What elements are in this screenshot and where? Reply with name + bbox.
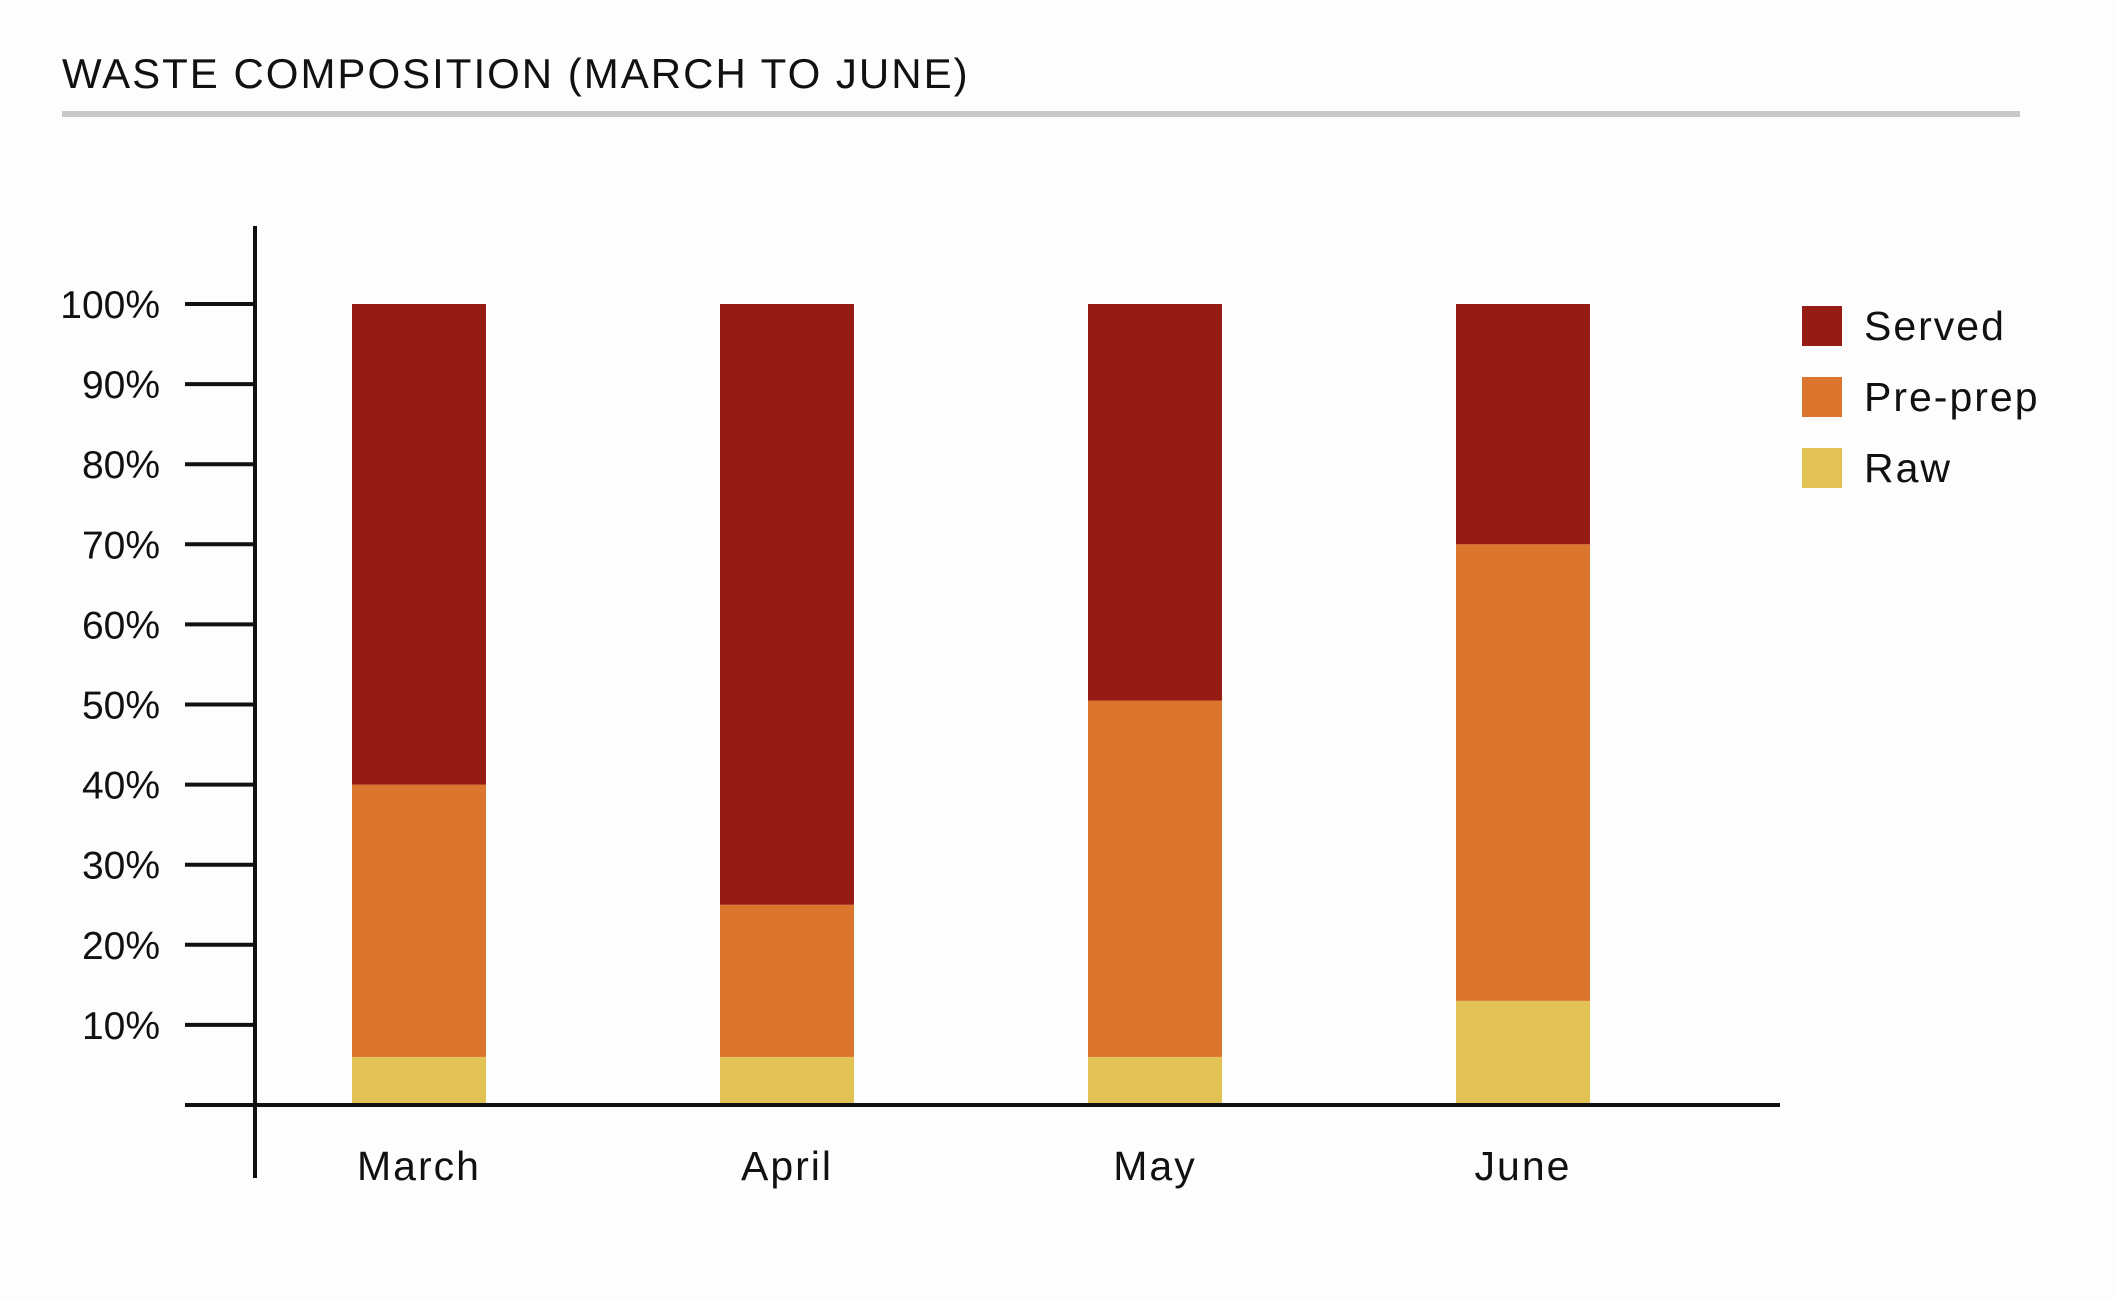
y-ticks: 10% 20% 30% 40% 50% 60% 70% 80% 90% 100% xyxy=(60,284,255,1048)
title-underline xyxy=(62,111,2020,117)
legend-swatch-pre-prep xyxy=(1802,377,1842,417)
y-tick-label-90: 90% xyxy=(82,364,160,407)
bar-may-served xyxy=(1088,304,1222,701)
legend-label-pre-prep: Pre-prep xyxy=(1864,374,2040,420)
chart-title: WASTE COMPOSITION (MARCH TO JUNE) xyxy=(62,50,970,97)
y-tick-label-40: 40% xyxy=(82,765,160,808)
legend-swatch-served xyxy=(1802,306,1842,346)
bar-june-raw xyxy=(1456,1000,1590,1105)
bar-april-pre-prep xyxy=(720,904,854,1057)
x-category-label-march: March xyxy=(357,1143,481,1189)
legend-swatch-raw xyxy=(1802,448,1842,488)
legend-label-raw: Raw xyxy=(1864,445,1952,491)
y-tick-label-60: 60% xyxy=(82,604,160,647)
legend-label-served: Served xyxy=(1864,303,2006,349)
bar-april-served xyxy=(720,304,854,905)
bar-may-pre-prep xyxy=(1088,700,1222,1057)
y-tick-label-70: 70% xyxy=(82,524,160,567)
bar-march-raw xyxy=(352,1056,486,1105)
bar-may-raw xyxy=(1088,1056,1222,1105)
x-category-label-june: June xyxy=(1475,1143,1572,1189)
bar-march-served xyxy=(352,304,486,785)
bars-layer xyxy=(352,304,1590,1105)
y-tick-label-30: 30% xyxy=(82,845,160,888)
x-category-labels: March April May June xyxy=(357,1143,1572,1189)
y-tick-label-20: 20% xyxy=(82,925,160,968)
x-category-label-may: May xyxy=(1113,1143,1196,1189)
y-tick-label-10: 10% xyxy=(82,1005,160,1048)
x-category-label-april: April xyxy=(741,1143,833,1189)
y-tick-label-80: 80% xyxy=(82,444,160,487)
y-tick-label-100: 100% xyxy=(60,284,160,327)
bar-june-pre-prep xyxy=(1456,544,1590,1001)
bar-march-pre-prep xyxy=(352,784,486,1057)
legend: Served Pre-prep Raw xyxy=(1802,303,2040,491)
bar-april-raw xyxy=(720,1056,854,1105)
y-tick-label-50: 50% xyxy=(82,685,160,728)
bar-june-served xyxy=(1456,304,1590,545)
